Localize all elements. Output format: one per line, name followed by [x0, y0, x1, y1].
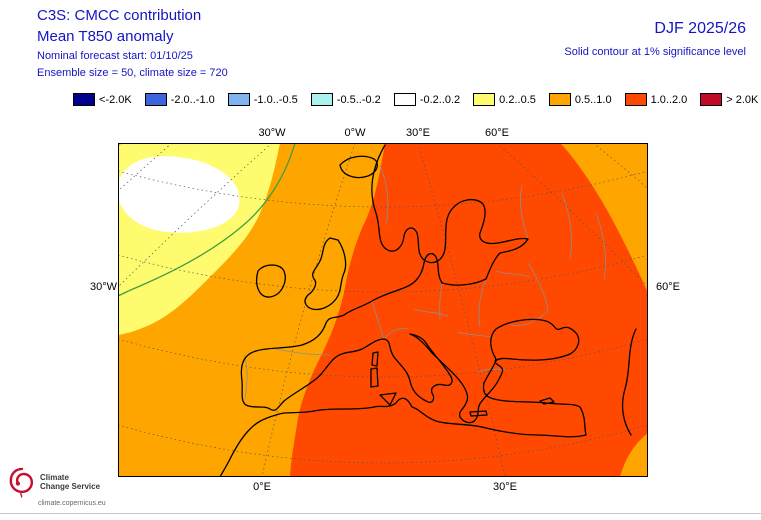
variable-title: Mean T850 anomaly	[37, 28, 174, 45]
meridian-30w	[118, 143, 273, 288]
border-line	[379, 164, 389, 226]
border-line	[477, 368, 507, 373]
legend-label: > 2.0K	[726, 93, 759, 106]
coastline-sardinia	[370, 367, 379, 388]
graticule	[118, 143, 648, 477]
lon-label-left-30w: 30°W	[90, 281, 118, 293]
legend-item: > 2.0K	[700, 93, 758, 106]
legend-swatch	[700, 93, 723, 106]
coastline-cyprus	[539, 397, 555, 405]
anomaly-region-strong	[290, 143, 648, 477]
coastline-mainland	[219, 144, 587, 477]
meridian-60e	[496, 143, 648, 288]
lon-label-bottom-30e: 30°E	[493, 481, 517, 493]
map-frame	[118, 143, 648, 477]
lon-label-top-30w: 30°W	[258, 127, 286, 139]
logo-line2: Change Service	[40, 482, 101, 491]
legend-item: -2.0..-1.0	[144, 93, 215, 106]
border-line	[561, 192, 572, 260]
legend-label: -2.0..-1.0	[170, 93, 215, 106]
border-line	[520, 184, 529, 240]
legend-swatch	[227, 93, 250, 106]
border-line	[383, 328, 409, 340]
border-line	[595, 212, 606, 280]
coastline-crete	[469, 410, 488, 417]
coastline-ireland	[255, 264, 286, 298]
lon-label-bottom-0e: 0°E	[253, 481, 271, 493]
lon-label-top-60e: 60°E	[485, 127, 509, 139]
anomaly-map: 30°W 0°W 30°E 60°E 0°E 30°E 30°W 60°E	[90, 127, 680, 493]
legend-item: 1.0..2.0	[624, 93, 688, 106]
lon-label-top-30e: 30°E	[406, 127, 430, 139]
legend-label: 1.0..2.0	[650, 93, 688, 106]
anomaly-region-neutral	[118, 156, 240, 233]
legend-item: -0.2..0.2	[393, 93, 461, 106]
legend-label: -0.5..-0.2	[336, 93, 381, 106]
coastlines	[219, 144, 637, 477]
border-line	[413, 308, 449, 317]
legend-item: 0.2..0.5	[473, 93, 536, 106]
logo-text: Climate Change Service	[40, 473, 100, 491]
legend-swatch	[548, 93, 571, 106]
copernicus-logo: Climate Change Service climate.copernicu…	[8, 466, 106, 507]
season-label: DJF 2025/26	[654, 20, 746, 37]
coastline-sicily	[379, 392, 397, 406]
legend-item: <-2.0K	[73, 93, 132, 106]
lon-label-top-0w: 0°W	[344, 127, 366, 139]
legend-label: -1.0..-0.5	[253, 93, 298, 106]
map-canvas	[118, 143, 648, 477]
border-line	[509, 310, 549, 326]
lon-label-right-60e: 60°E	[656, 281, 680, 293]
legend-item: -0.5..-0.2	[310, 93, 381, 106]
significance-contour	[118, 143, 296, 297]
legend-label: 0.5..1.0	[574, 93, 612, 106]
copernicus-logo-icon	[9, 467, 34, 498]
ensemble-size-label: Ensemble size = 50, climate size = 720	[37, 67, 228, 79]
coastline-great-britain	[304, 237, 347, 311]
coastline-caspian	[621, 328, 637, 436]
legend-swatch	[624, 93, 647, 106]
border-line	[439, 282, 443, 320]
color-legend: <-2.0K -2.0..-1.0 -1.0..-0.5 -0.5..-0.2 …	[73, 93, 761, 106]
header-left: C3S: CMCC contribution Mean T850 anomaly…	[37, 5, 228, 81]
legend-label: <-2.0K	[99, 93, 132, 106]
meridian-0	[261, 143, 356, 477]
border-line	[371, 300, 385, 340]
legend-label: 0.2..0.5	[499, 93, 536, 106]
border-line	[527, 262, 549, 312]
forecast-start-label: Nominal forecast start: 01/10/25	[37, 50, 193, 62]
logo-row: Climate Change Service	[8, 466, 106, 498]
legend-swatch	[144, 93, 167, 106]
header-right: DJF 2025/26 Solid contour at 1% signific…	[564, 20, 746, 59]
significance-note: Solid contour at 1% significance level	[564, 46, 746, 58]
logo-line1: Climate	[40, 473, 69, 482]
legend-item: -1.0..-0.5	[227, 93, 298, 106]
legend-swatch	[473, 93, 496, 106]
legend-item: 0.5..1.0	[548, 93, 612, 106]
legend-swatch	[73, 93, 95, 106]
legend-swatch	[393, 93, 416, 106]
bottom-divider	[0, 513, 761, 514]
page-title: C3S: CMCC contribution	[37, 7, 202, 24]
border-line	[495, 270, 531, 278]
logo-url: climate.copernicus.eu	[38, 500, 106, 507]
meridian-30e	[417, 143, 506, 477]
border-line	[478, 278, 487, 328]
coastline-iceland	[339, 155, 379, 179]
legend-swatch	[310, 93, 333, 106]
coastline-corsica	[371, 351, 379, 367]
border-line	[275, 348, 331, 356]
legend-label: -0.2..0.2	[419, 93, 461, 106]
